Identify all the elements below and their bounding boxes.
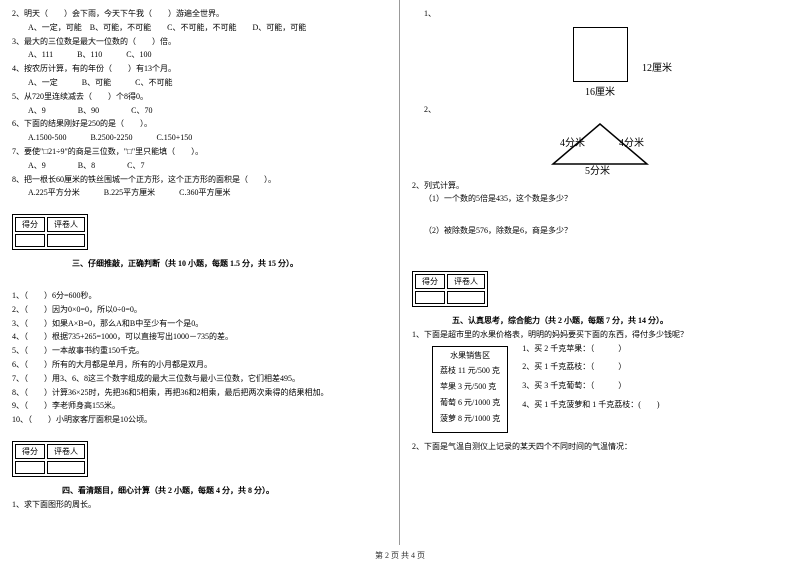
fruit-item: 葡萄 6 元/1000 克 <box>440 397 500 410</box>
section-4-title: 四、看清题目，细心计算（共 2 小题，每题 4 分，共 8 分）。 <box>62 485 274 498</box>
score-box-4: 得分评卷人 <box>12 441 88 477</box>
q7-options: A、9 B、8 C、7 <box>12 160 387 173</box>
j6: 6、（ ）所有的大月都是单月，所有的小月都是双月。 <box>12 359 387 372</box>
section-3-header: 得分评卷人 <box>12 208 387 252</box>
score-label: 得分 <box>415 274 445 289</box>
fig1-num: 1、 <box>412 8 788 21</box>
square-bottom-label: 16厘米 <box>530 83 670 98</box>
fruit-item: 苹果 3 元/500 克 <box>440 381 500 394</box>
q4-options: A、一定 B、可能 C、不可能 <box>12 77 387 90</box>
fruit-item: 荔枝 11 元/500 克 <box>440 365 500 378</box>
buy-item: 1、买 2 千克苹果：（ ） <box>522 343 659 356</box>
q6: 6、下面的结果刚好是250的是（ ）。 <box>12 118 387 131</box>
grader-label: 评卷人 <box>47 217 85 232</box>
q8-options: A.225平方分米 B.225平方厘米 C.360平方厘米 <box>12 187 387 200</box>
score-label: 得分 <box>15 217 45 232</box>
score-blank <box>415 291 445 304</box>
lieshi-2: （2）被除数是576，除数是6，商是多少？ <box>412 225 788 238</box>
lieshi-1: （1）一个数的5倍是435，这个数是多少？ <box>412 193 788 206</box>
j4: 4、（ ）根据735+265=1000，可以直接写出1000－735的差。 <box>12 331 387 344</box>
q4: 4、按农历计算，有的年份（ ）有13个月。 <box>12 63 387 76</box>
square-shape <box>573 27 628 82</box>
j9: 9、（ ）李老师身高155米。 <box>12 400 387 413</box>
tri-bottom-label: 5分米 <box>585 164 610 176</box>
fruit-item: 菠萝 8 元/1000 克 <box>440 413 500 426</box>
j3: 3、（ ）如果A×B=0，那么A和B中至少有一个是0。 <box>12 318 387 331</box>
s5-q1: 1、下面是超市里的水果价格表，明明的妈妈要买下面的东西，得付多少钱呢？ <box>412 329 788 342</box>
q3: 3、最大的三位数是最大一位数的（ ）倍。 <box>12 36 387 49</box>
q7: 7、要使"□21÷9"的商是三位数，"□"里只能填（ ）。 <box>12 146 387 159</box>
buy-item: 3、买 3 千克葡萄：（ ） <box>522 380 659 393</box>
section-5-title: 五、认真思考，综合能力（共 2 小题，每题 7 分，共 14 分）。 <box>452 315 668 328</box>
page-footer: 第 2 页 共 4 页 <box>0 550 800 561</box>
section-3-title: 三、仔细推敲，正确判断（共 10 小题，每题 1.5 分，共 15 分）。 <box>72 258 298 271</box>
q2: 2、明天（ ）会下雨，今天下午我（ ）游遍全世界。 <box>12 8 387 21</box>
score-blank <box>15 234 45 247</box>
j1: 1、（ ）6分=600秒。 <box>12 290 387 303</box>
right-column: 1、 12厘米 16厘米 2、 4分米 4分米 5分米 2、列式计算。 （1）一… <box>400 0 800 545</box>
calc-q1: 1、求下面图形的周长。 <box>12 499 387 512</box>
q2-options: A、一定，可能 B、可能，不可能 C、不可能，不可能 D、可能，可能 <box>12 22 387 35</box>
fruit-buy-list: 1、买 2 千克苹果：（ ） 2、买 1 千克荔枝：（ ） 3、买 3 千克葡萄… <box>522 343 659 418</box>
square-figure: 12厘米 16厘米 <box>530 27 670 98</box>
section-5-header: 得分评卷人 <box>412 265 788 309</box>
fruit-box-title: 水果销售区 <box>440 350 500 363</box>
q5-options: A、9 B、90 C、70 <box>12 105 387 118</box>
fruit-price-box: 水果销售区 荔枝 11 元/500 克 苹果 3 元/500 克 葡萄 6 元/… <box>432 346 508 433</box>
score-label: 得分 <box>15 444 45 459</box>
triangle-svg: 4分米 4分米 5分米 <box>535 118 665 176</box>
tri-right-label: 4分米 <box>619 136 644 149</box>
buy-item: 4、买 1 千克菠萝和 1 千克荔枝：( ) <box>522 399 659 412</box>
grader-blank <box>47 234 85 247</box>
score-blank <box>15 461 45 474</box>
score-box: 得分评卷人 <box>12 214 88 250</box>
buy-item: 2、买 1 千克荔枝：（ ） <box>522 361 659 374</box>
j8: 8、（ ）计算36×25时，先把36和5相乘，再把36和2相乘，最后把两次乘得的… <box>12 387 387 400</box>
left-column: 2、明天（ ）会下雨，今天下午我（ ）游遍全世界。 A、一定，可能 B、可能，不… <box>0 0 400 545</box>
q3-options: A、111 B、110 C、100 <box>12 49 387 62</box>
grader-blank <box>447 291 485 304</box>
tri-left-label: 4分米 <box>560 136 585 149</box>
q5: 5、从720里连续减去（ ）个8得0。 <box>12 91 387 104</box>
grader-blank <box>47 461 85 474</box>
score-box-5: 得分评卷人 <box>412 271 488 307</box>
j2: 2、（ ）因为0×0=0，所以0÷0=0。 <box>12 304 387 317</box>
grader-label: 评卷人 <box>447 274 485 289</box>
grader-label: 评卷人 <box>47 444 85 459</box>
j10: 10、（ ）小明家客厅面积是10公顷。 <box>12 414 387 427</box>
s5-q2: 2、下面是气温自测仪上记录的某天四个不同时间的气温情况： <box>412 441 788 454</box>
lieshi-title: 2、列式计算。 <box>412 180 788 193</box>
q6-options: A.1500-500 B.2500-2250 C.150+150 <box>12 132 387 145</box>
j7: 7、（ ）用3、6、8这三个数字组成的最大三位数与最小三位数，它们相差495。 <box>12 373 387 386</box>
square-right-label: 12厘米 <box>642 59 672 74</box>
triangle-figure: 4分米 4分米 5分米 <box>412 118 788 176</box>
j5: 5、（ ）一本故事书约重150千克。 <box>12 345 387 358</box>
section-4-header: 得分评卷人 <box>12 435 387 479</box>
fruit-row: 水果销售区 荔枝 11 元/500 克 苹果 3 元/500 克 葡萄 6 元/… <box>412 343 788 433</box>
q8: 8、把一根长60厘米的铁丝围城一个正方形，这个正方形的面积是（ ）。 <box>12 174 387 187</box>
fig2-num: 2、 <box>412 104 788 117</box>
